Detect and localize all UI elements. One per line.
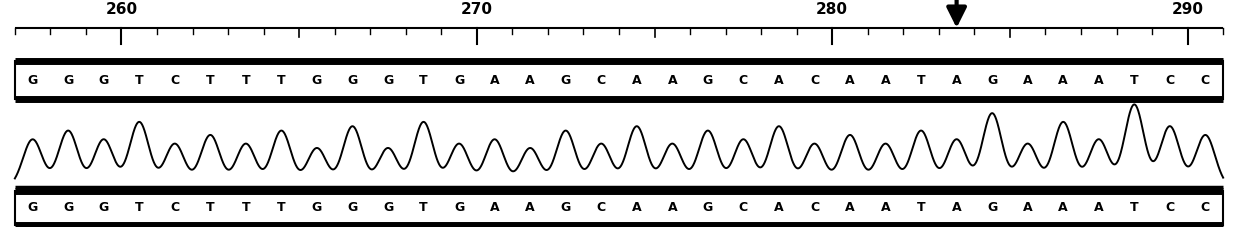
Text: T: T [206, 201, 214, 214]
Text: C: C [597, 74, 605, 86]
Text: A: A [846, 74, 854, 86]
Text: A: A [667, 201, 677, 214]
Text: T: T [135, 201, 144, 214]
Text: A: A [667, 74, 677, 86]
Text: A: A [525, 74, 535, 86]
Text: C: C [810, 201, 820, 214]
Text: C: C [1165, 201, 1175, 214]
Text: A: A [880, 74, 890, 86]
Text: A: A [1023, 74, 1032, 86]
Text: T: T [135, 74, 144, 86]
Text: A: A [1058, 201, 1068, 214]
Text: C: C [170, 74, 180, 86]
Text: A: A [1094, 201, 1103, 214]
Text: A: A [774, 74, 784, 86]
Text: G: G [63, 74, 73, 86]
Text: G: G [454, 74, 464, 86]
Text: G: G [561, 74, 571, 86]
Text: G: G [63, 201, 73, 214]
Text: G: G [703, 201, 713, 214]
Text: C: C [810, 74, 820, 86]
Text: A: A [1058, 74, 1068, 86]
Text: C: C [1201, 201, 1210, 214]
Text: G: G [99, 74, 109, 86]
Text: T: T [917, 74, 925, 86]
Text: 270: 270 [461, 2, 493, 17]
Text: G: G [987, 74, 998, 86]
Text: T: T [420, 74, 428, 86]
Text: T: T [277, 201, 286, 214]
Text: G: G [348, 201, 358, 214]
Text: T: T [1130, 74, 1139, 86]
Text: G: G [383, 74, 394, 86]
Text: 260: 260 [105, 2, 137, 17]
Text: A: A [774, 201, 784, 214]
Text: A: A [525, 201, 535, 214]
Text: A: A [952, 74, 962, 86]
Text: G: G [27, 74, 37, 86]
Text: A: A [490, 201, 499, 214]
Text: C: C [739, 201, 748, 214]
Text: C: C [739, 74, 748, 86]
Text: A: A [631, 201, 641, 214]
Text: A: A [880, 201, 890, 214]
Text: C: C [170, 201, 180, 214]
Text: T: T [241, 74, 250, 86]
Text: C: C [597, 201, 605, 214]
Text: G: G [987, 201, 998, 214]
Text: A: A [631, 74, 641, 86]
Text: G: G [383, 201, 394, 214]
Text: A: A [1094, 74, 1103, 86]
Text: C: C [1201, 74, 1210, 86]
Text: T: T [241, 201, 250, 214]
Text: T: T [917, 201, 925, 214]
Text: A: A [846, 201, 854, 214]
Text: G: G [99, 201, 109, 214]
Text: G: G [561, 201, 571, 214]
Text: G: G [312, 201, 322, 214]
Text: G: G [348, 74, 358, 86]
Text: T: T [1130, 201, 1139, 214]
Text: T: T [206, 74, 214, 86]
Text: C: C [1165, 74, 1175, 86]
Text: A: A [952, 201, 962, 214]
Text: 280: 280 [816, 2, 848, 17]
Text: G: G [703, 74, 713, 86]
Text: 290: 290 [1171, 2, 1203, 17]
Text: G: G [27, 201, 37, 214]
Text: A: A [1023, 201, 1032, 214]
Text: T: T [420, 201, 428, 214]
Text: G: G [312, 74, 322, 86]
Text: A: A [490, 74, 499, 86]
Text: T: T [277, 74, 286, 86]
Text: G: G [454, 201, 464, 214]
